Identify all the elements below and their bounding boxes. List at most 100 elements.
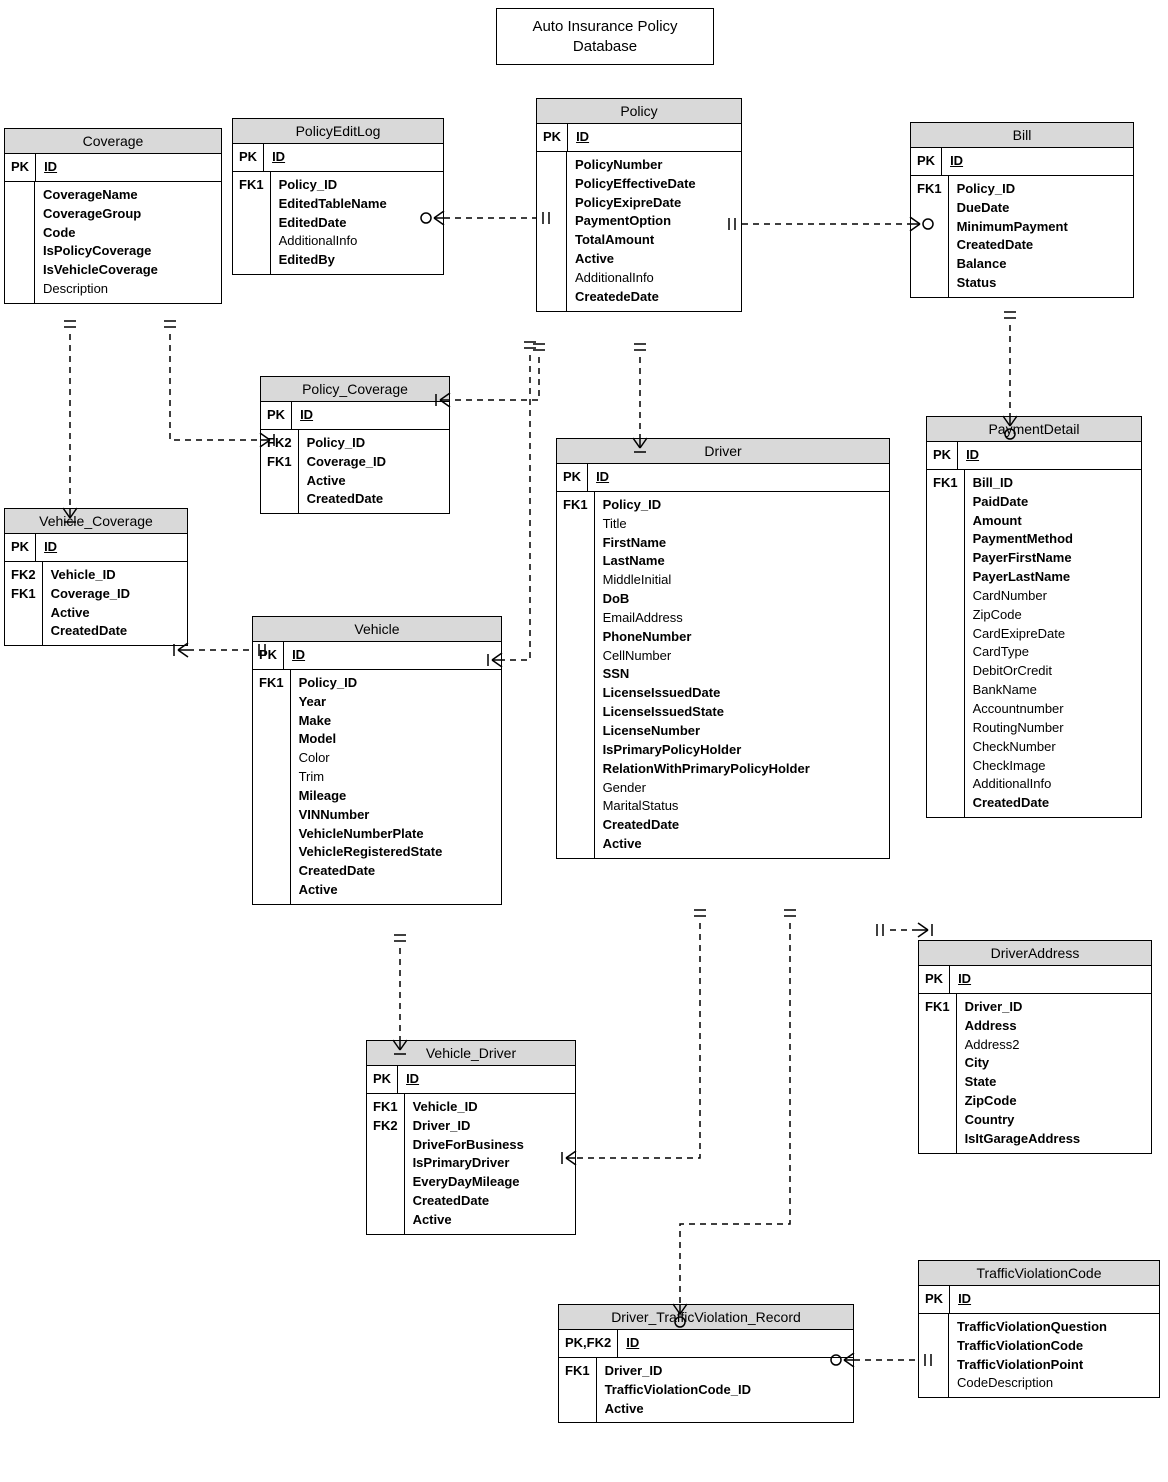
attr-cell: ID xyxy=(272,148,435,167)
key-cell xyxy=(933,662,958,681)
attr-cell: Vehicle_ID xyxy=(51,566,179,585)
key-cell xyxy=(259,787,284,806)
key-cell xyxy=(373,1211,398,1230)
entity-Bill: BillPKIDFK1 Policy_IDDueDateMinimumPayme… xyxy=(910,122,1134,298)
key-cell xyxy=(925,1130,950,1149)
key-cell xyxy=(563,684,588,703)
entity-Coverage: CoveragePKID CoverageNameCoverageGroupCo… xyxy=(4,128,222,304)
key-cell: FK1 xyxy=(925,998,950,1017)
key-cell: PK xyxy=(543,128,561,147)
attr-cell: PayerLastName xyxy=(973,568,1133,587)
key-cell xyxy=(373,1154,398,1173)
attr-cell: PolicyEffectiveDate xyxy=(575,175,733,194)
key-cell xyxy=(543,250,560,269)
entity-title: Vehicle xyxy=(253,617,501,642)
key-cell: FK1 xyxy=(933,474,958,493)
key-cell xyxy=(565,1400,590,1419)
key-cell xyxy=(563,741,588,760)
key-cell xyxy=(933,493,958,512)
key-cell xyxy=(259,806,284,825)
entity-Policy: PolicyPKID PolicyNumberPolicyEffectiveDa… xyxy=(536,98,742,312)
attr-cell: ZipCode xyxy=(965,1092,1143,1111)
attr-cell: Bill_ID xyxy=(973,474,1133,493)
diagram-title: Auto Insurance PolicyDatabase xyxy=(496,8,714,65)
key-cell xyxy=(259,749,284,768)
key-cell xyxy=(563,797,588,816)
attr-cell: EditedTableName xyxy=(279,195,435,214)
attr-cell: MiddleInitial xyxy=(603,571,881,590)
attr-cell: ID xyxy=(300,406,441,425)
attr-cell: MaritalStatus xyxy=(603,797,881,816)
key-cell xyxy=(917,236,942,255)
attr-cell: DoB xyxy=(603,590,881,609)
key-cell xyxy=(925,1092,950,1111)
attr-cell: ID xyxy=(958,970,1143,989)
key-cell xyxy=(11,280,28,299)
key-cell xyxy=(239,251,264,270)
attr-cell: ID xyxy=(596,468,881,487)
entity-DriverAddress: DriverAddressPKIDFK1 Driver_IDAddressAdd… xyxy=(918,940,1152,1154)
key-cell xyxy=(11,261,28,280)
attr-cell: TotalAmount xyxy=(575,231,733,250)
key-cell: FK1 xyxy=(565,1362,590,1381)
key-cell: FK1 xyxy=(917,180,942,199)
attr-cell: RelationWithPrimaryPolicyHolder xyxy=(603,760,881,779)
key-cell xyxy=(267,472,292,491)
key-cell xyxy=(925,1356,942,1375)
attr-cell: LicenseIssuedDate xyxy=(603,684,881,703)
key-cell xyxy=(563,816,588,835)
attr-cell: ZipCode xyxy=(973,606,1133,625)
key-cell: FK1 xyxy=(373,1098,398,1117)
key-cell xyxy=(11,224,28,243)
attr-cell: BankName xyxy=(973,681,1133,700)
key-cell xyxy=(933,512,958,531)
attr-cell: Vehicle_ID xyxy=(413,1098,567,1117)
key-cell xyxy=(933,587,958,606)
key-cell xyxy=(565,1381,590,1400)
attr-cell: Address xyxy=(965,1017,1143,1036)
attr-cell: Country xyxy=(965,1111,1143,1130)
key-cell xyxy=(543,269,560,288)
key-cell xyxy=(543,156,560,175)
attr-cell: Address2 xyxy=(965,1036,1143,1055)
attr-cell: TrafficViolationCode_ID xyxy=(605,1381,845,1400)
attr-cell: Mileage xyxy=(299,787,493,806)
entity-Driver: DriverPKIDFK1 Policy_IDTitleFirstNameLas… xyxy=(556,438,890,859)
attr-cell: Policy_ID xyxy=(603,496,881,515)
attr-cell: AdditionalInfo xyxy=(973,775,1133,794)
attr-cell: DriveForBusiness xyxy=(413,1136,567,1155)
key-cell xyxy=(373,1192,398,1211)
key-cell: PK xyxy=(259,646,277,665)
attr-cell: City xyxy=(965,1054,1143,1073)
key-cell xyxy=(11,622,36,641)
attr-cell: Status xyxy=(957,274,1125,293)
key-cell: PK xyxy=(267,406,285,425)
attr-cell: State xyxy=(965,1073,1143,1092)
key-cell xyxy=(925,1036,950,1055)
entity-Vehicle: VehiclePKIDFK1 Policy_IDYearMakeModelCol… xyxy=(252,616,502,905)
entity-title: TrafficViolationCode xyxy=(919,1261,1159,1286)
attr-cell: CheckNumber xyxy=(973,738,1133,757)
key-cell xyxy=(239,195,264,214)
key-cell: FK1 xyxy=(239,176,264,195)
key-cell xyxy=(933,606,958,625)
attr-cell: IsItGarageAddress xyxy=(965,1130,1143,1149)
attr-cell: Active xyxy=(605,1400,845,1419)
attr-cell: AdditionalInfo xyxy=(279,232,435,251)
key-cell xyxy=(259,862,284,881)
key-cell xyxy=(543,194,560,213)
entity-Policy_Coverage: Policy_CoveragePKIDFK2FK1 Policy_IDCover… xyxy=(260,376,450,514)
attr-cell: Description xyxy=(43,280,213,299)
key-cell xyxy=(925,1337,942,1356)
key-cell xyxy=(373,1136,398,1155)
attr-cell: Code xyxy=(43,224,213,243)
key-cell xyxy=(563,590,588,609)
key-cell xyxy=(259,843,284,862)
attr-cell: Year xyxy=(299,693,493,712)
attr-cell: Active xyxy=(575,250,733,269)
attr-cell: Active xyxy=(299,881,493,900)
attr-cell: PayerFirstName xyxy=(973,549,1133,568)
entity-PaymentDetail: PaymentDetailPKIDFK1 Bill_IDPaidDateAmou… xyxy=(926,416,1142,818)
key-cell: PK xyxy=(925,970,943,989)
attr-cell: Driver_ID xyxy=(413,1117,567,1136)
